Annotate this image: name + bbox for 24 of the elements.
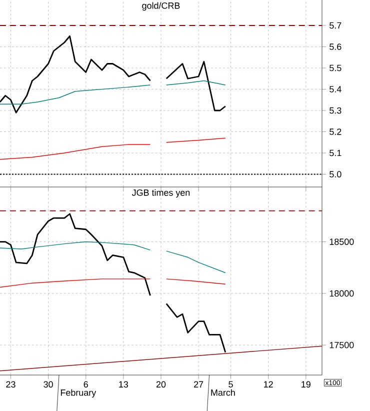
x-tick-label: 20 [156, 381, 166, 388]
x-tick-label: 23 [6, 381, 16, 388]
y-tick-label: 5.7 [330, 22, 342, 29]
text: February [60, 389, 96, 398]
x-tick-label: 12 [264, 381, 273, 388]
y-tick-label: 5.4 [330, 86, 342, 92]
y-tick-label: 18000 [330, 290, 354, 297]
x-tick-label: 30 [44, 381, 53, 388]
x-tick-label: 6 [84, 381, 88, 388]
chart-title: JGB times yen [132, 189, 190, 198]
y-tick-label: 18500 [330, 238, 354, 245]
y-tick-label: 5.3 [330, 107, 342, 114]
chart-title: gold/CRB [142, 2, 180, 11]
y-tick-label: 5.0 [330, 171, 342, 178]
x-tick-label: 19 [302, 381, 310, 388]
y-tick-label: 5.5 [330, 64, 342, 72]
y-tick-label: 17500 [330, 342, 354, 348]
x-tick-label: 27 [194, 381, 204, 388]
y-tick-label: 5.6 [330, 44, 342, 50]
x-tick-label: 5 [228, 381, 233, 388]
y-tick-label: 5.2 [330, 128, 342, 135]
text: March [211, 389, 235, 396]
x-tick-label: 13 [119, 381, 128, 388]
y-tick-label: 5.1 [330, 150, 342, 156]
